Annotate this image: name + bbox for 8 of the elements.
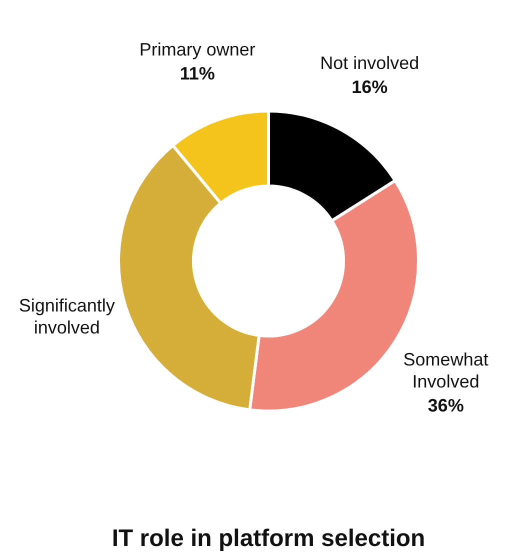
slice-label: Not involved <box>320 52 420 73</box>
slice-label: Somewhat Involved <box>403 350 488 392</box>
slice-label: Primary owner <box>139 39 256 60</box>
data-label: 11% <box>180 63 215 84</box>
data-label: 16% <box>352 76 388 97</box>
slice-label: Significantly involved <box>18 296 115 338</box>
data-label: 36% <box>428 396 464 416</box>
text: IT role in platform selection <box>112 525 426 552</box>
